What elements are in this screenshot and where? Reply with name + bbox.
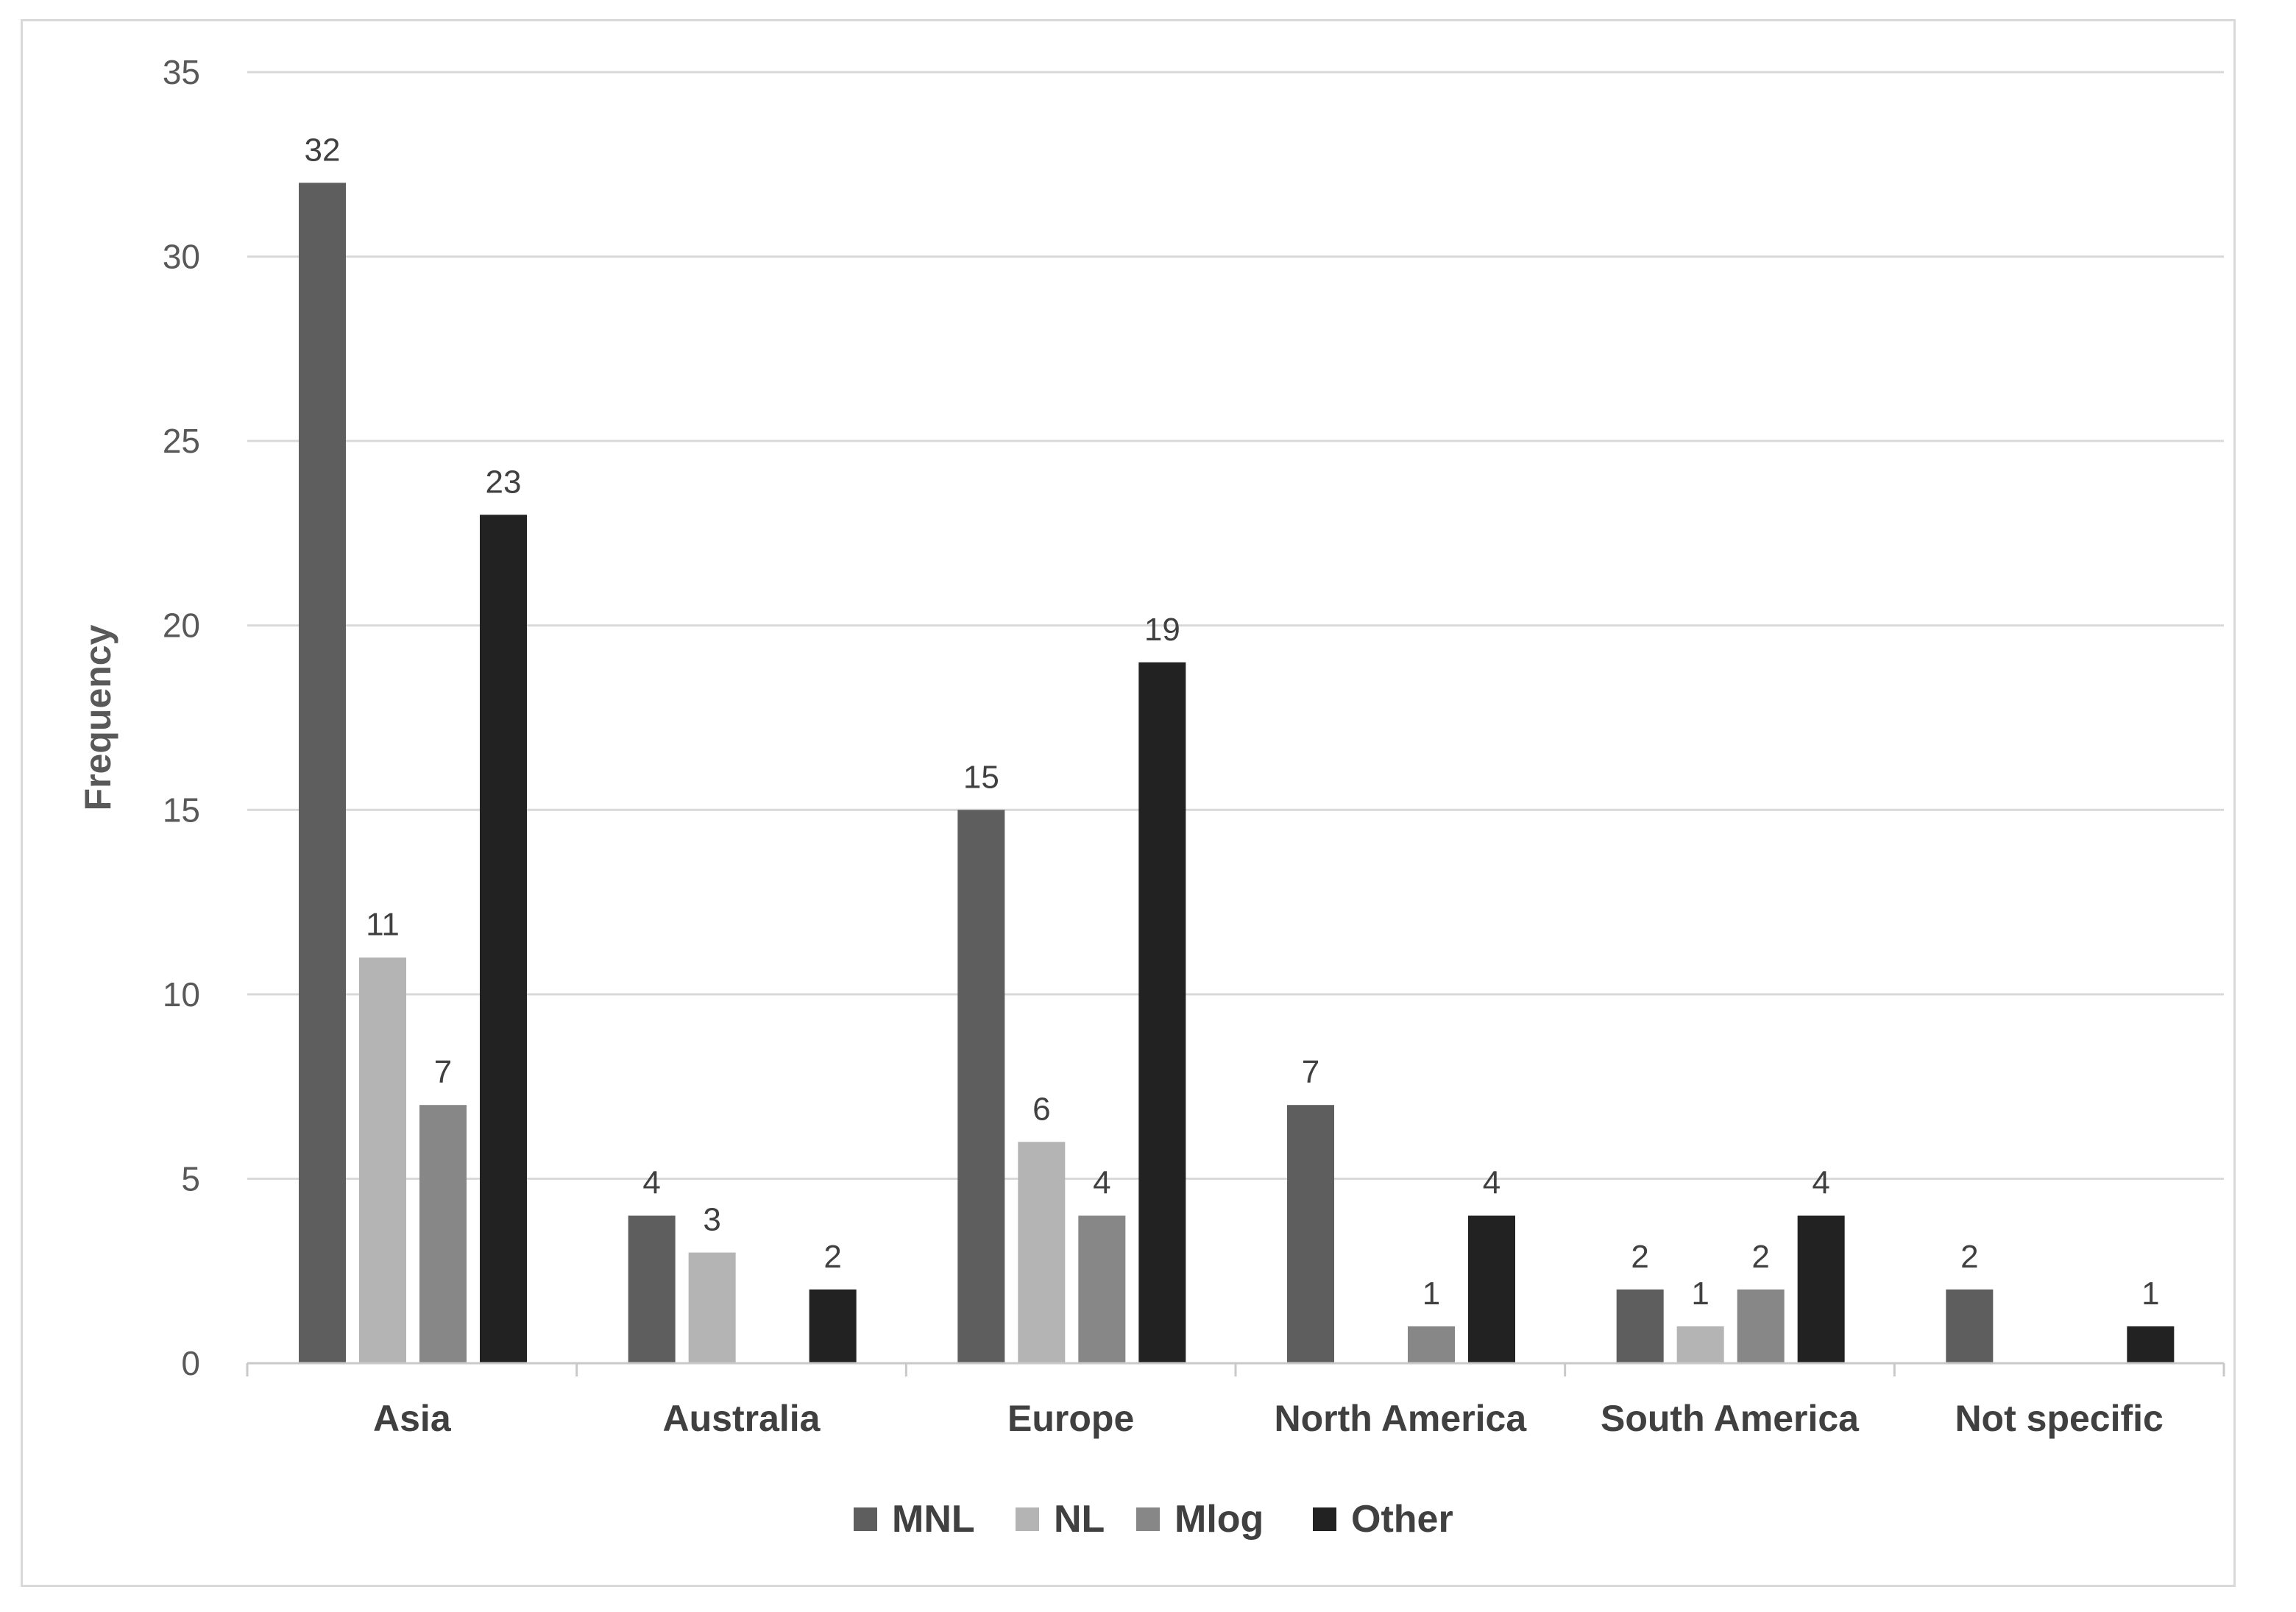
legend: MNL NL Mlog Other bbox=[854, 1498, 1453, 1541]
data-label: 19 bbox=[1144, 612, 1180, 648]
bars: 32 4 15 7 2 2 11 3 6 1 7 4 1 2 23 2 19 4 4 1 bbox=[299, 132, 2175, 1364]
y-tick-label: 30 bbox=[163, 238, 200, 276]
x-tick-label: Australia bbox=[663, 1398, 821, 1439]
data-label: 15 bbox=[963, 759, 999, 795]
bar bbox=[1737, 1289, 1785, 1363]
data-label: 7 bbox=[1302, 1054, 1319, 1090]
data-label: 2 bbox=[1631, 1239, 1648, 1275]
axes: 0 5 10 15 20 25 30 35 Asia Australia Europe North A… bbox=[163, 53, 2225, 1439]
bar bbox=[299, 183, 346, 1363]
data-label: 1 bbox=[1422, 1276, 1440, 1312]
bar bbox=[1616, 1289, 1664, 1363]
x-tick-label: Not specific bbox=[1955, 1398, 2163, 1439]
bar bbox=[1078, 1215, 1126, 1363]
bar bbox=[359, 957, 406, 1363]
y-tick-label: 20 bbox=[163, 607, 200, 645]
data-label: 2 bbox=[1751, 1239, 1769, 1275]
x-tick-label: North America bbox=[1274, 1398, 1527, 1439]
bar bbox=[628, 1215, 676, 1363]
bar bbox=[1676, 1326, 1724, 1363]
y-tick-label: 25 bbox=[163, 422, 200, 460]
y-tick-label: 0 bbox=[181, 1344, 200, 1382]
bar bbox=[1468, 1215, 1515, 1363]
data-label: 32 bbox=[305, 132, 341, 168]
bar bbox=[1408, 1326, 1455, 1363]
bar bbox=[480, 515, 527, 1364]
bar bbox=[1018, 1142, 1066, 1363]
data-label: 11 bbox=[366, 907, 400, 943]
data-label: 1 bbox=[2141, 1276, 2159, 1312]
bar bbox=[688, 1252, 736, 1363]
data-label: 2 bbox=[823, 1239, 841, 1275]
bar bbox=[2127, 1326, 2175, 1363]
legend-label: MNL bbox=[892, 1498, 975, 1541]
legend-swatch bbox=[1016, 1507, 1039, 1531]
legend-label: NL bbox=[1054, 1498, 1105, 1541]
gridlines bbox=[247, 71, 2224, 1180]
bar bbox=[1946, 1289, 1994, 1363]
bar bbox=[809, 1289, 857, 1363]
x-tick-label: South America bbox=[1601, 1398, 1860, 1439]
y-tick-label: 15 bbox=[163, 791, 200, 829]
bar bbox=[419, 1105, 467, 1363]
data-label: 7 bbox=[434, 1054, 452, 1090]
data-label: 4 bbox=[1483, 1165, 1500, 1201]
x-tick-label: Europe bbox=[1007, 1398, 1134, 1439]
data-label: 4 bbox=[1093, 1165, 1110, 1201]
bar bbox=[1797, 1215, 1845, 1363]
legend-swatch bbox=[1313, 1507, 1336, 1531]
x-tick-label: Asia bbox=[373, 1398, 452, 1439]
y-tick-label: 5 bbox=[181, 1159, 200, 1198]
y-tick-label: 10 bbox=[163, 975, 200, 1014]
bar bbox=[957, 810, 1005, 1363]
y-tick-label: 35 bbox=[163, 53, 200, 91]
data-label: 2 bbox=[1960, 1239, 1978, 1275]
data-label: 23 bbox=[486, 464, 522, 500]
data-label: 4 bbox=[1812, 1165, 1829, 1201]
legend-label: Other bbox=[1351, 1498, 1453, 1541]
y-axis-title: Frequency bbox=[77, 624, 118, 810]
data-label: 1 bbox=[1691, 1276, 1709, 1312]
bar bbox=[1287, 1105, 1334, 1363]
data-label: 3 bbox=[703, 1202, 720, 1238]
legend-swatch bbox=[854, 1507, 877, 1531]
data-label: 4 bbox=[642, 1165, 660, 1201]
legend-swatch bbox=[1136, 1507, 1160, 1531]
legend-label: Mlog bbox=[1174, 1498, 1264, 1541]
data-label: 6 bbox=[1032, 1091, 1050, 1127]
bar bbox=[1138, 662, 1186, 1363]
